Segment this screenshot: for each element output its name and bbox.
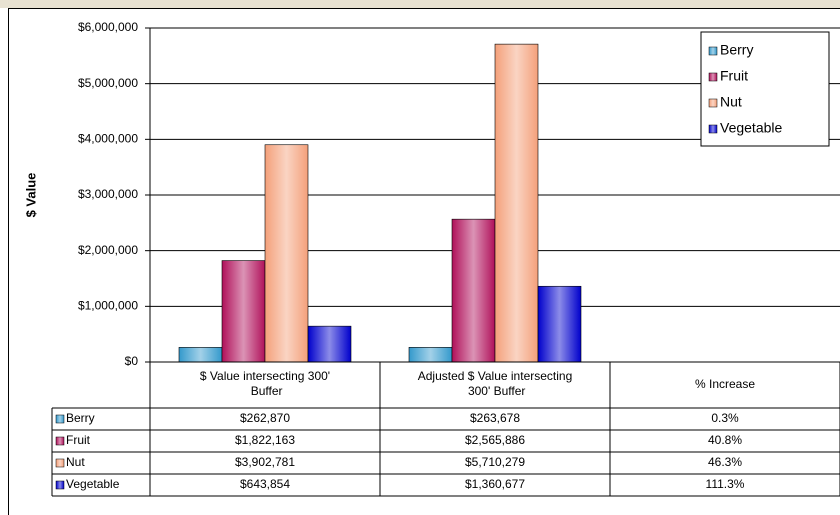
table-key: [55, 414, 65, 424]
legend-label: Vegetable: [720, 120, 782, 136]
table-key: [55, 436, 65, 446]
y-tick-label: $2,000,000: [78, 243, 138, 257]
y-axis-label: $ Value: [23, 173, 38, 218]
y-tick-label: $0: [125, 354, 139, 368]
table-series-label: Berry: [66, 411, 95, 425]
table-value: 0.3%: [711, 411, 739, 425]
table-value: 111.3%: [706, 477, 745, 491]
legend-key: [708, 98, 718, 108]
y-tick-label: $5,000,000: [78, 76, 138, 90]
bar: [451, 218, 496, 363]
bar: [221, 260, 266, 363]
legend-key: [708, 72, 718, 82]
table-value: $2,565,886: [465, 433, 525, 447]
category-label: Adjusted $ Value intersecting 300' Buffe…: [418, 369, 573, 398]
y-tick-label: $6,000,000: [78, 20, 138, 34]
table-value: $263,678: [470, 411, 520, 425]
table-value: $5,710,279: [465, 455, 525, 469]
table-key: [55, 480, 65, 490]
table-value: $1,822,163: [235, 433, 295, 447]
legend-box: [700, 31, 830, 147]
category-label: % Increase: [695, 377, 755, 391]
window-strip: [0, 0, 840, 8]
bar: [408, 347, 453, 363]
bar: [178, 347, 223, 363]
y-tick-label: $3,000,000: [78, 187, 138, 201]
table-value: $1,360,677: [465, 477, 525, 491]
table-value: 46.3%: [708, 455, 742, 469]
y-tick-label: $1,000,000: [78, 299, 138, 313]
legend-key: [708, 46, 718, 56]
table-key: [55, 458, 65, 468]
table-value: 40.8%: [708, 433, 742, 447]
table-value: $643,854: [240, 477, 290, 491]
bar: [307, 325, 352, 363]
bar: [494, 43, 539, 363]
legend-label: Fruit: [720, 68, 748, 84]
bar: [537, 285, 582, 363]
table-value: $262,870: [240, 411, 290, 425]
legend-label: Berry: [720, 42, 753, 58]
y-tick-label: $4,000,000: [78, 132, 138, 146]
bar: [264, 144, 309, 363]
table-series-label: Vegetable: [66, 477, 120, 491]
legend-key: [708, 124, 718, 134]
legend-label: Nut: [720, 94, 742, 110]
table-value: $3,902,781: [235, 455, 295, 469]
table-series-label: Nut: [66, 455, 85, 469]
category-label: $ Value intersecting 300' Buffer: [200, 369, 330, 398]
table-series-label: Fruit: [66, 433, 91, 447]
